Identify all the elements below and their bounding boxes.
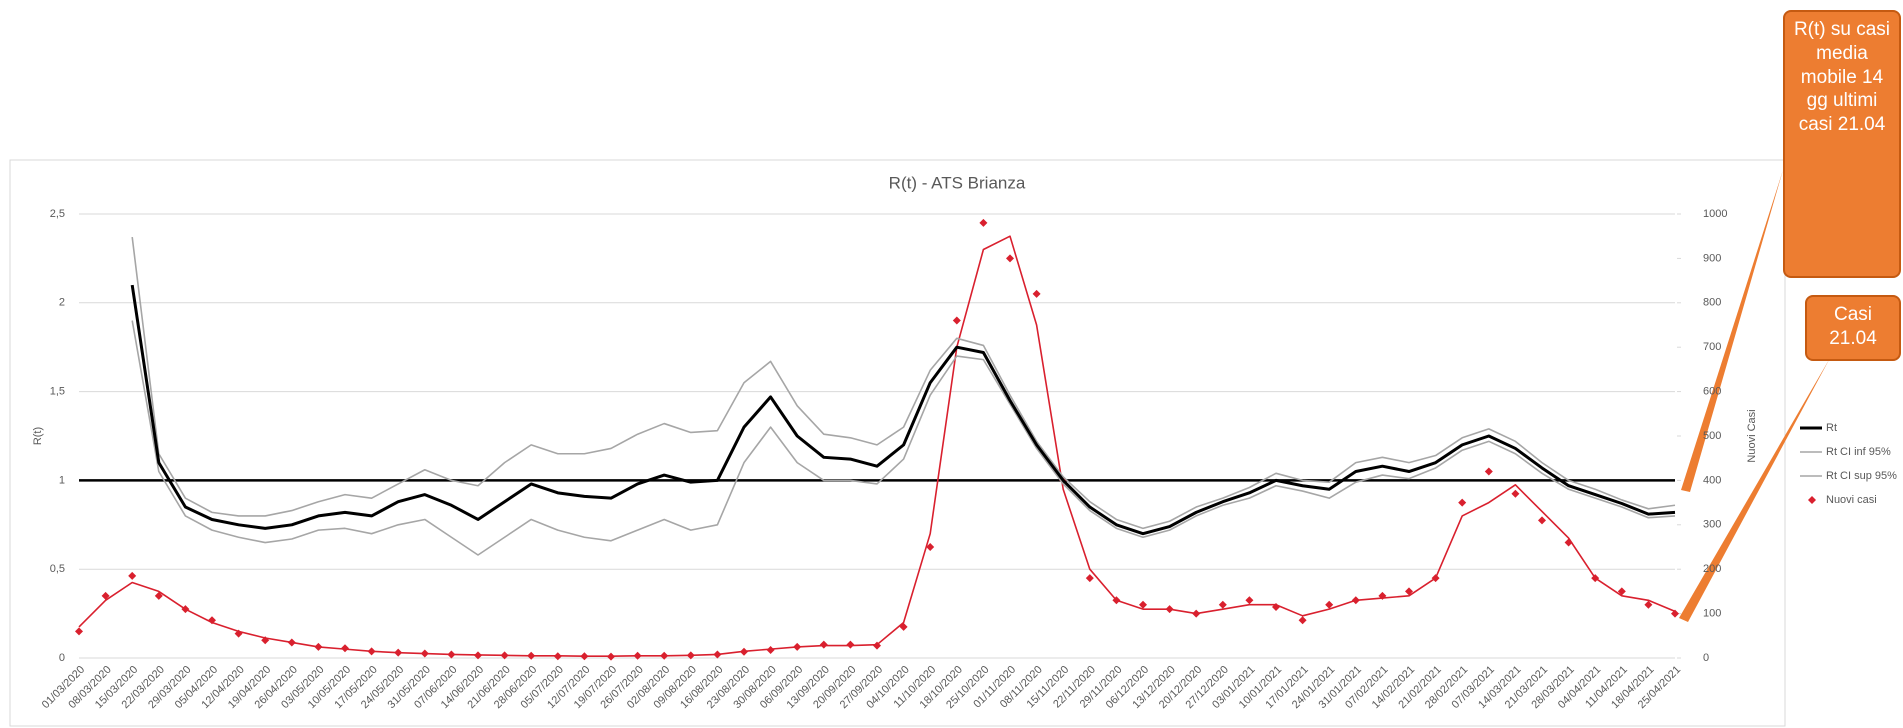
data-point (1564, 538, 1573, 547)
y-tick-label: 2 (59, 297, 65, 309)
data-point (1139, 600, 1147, 609)
data-point (1165, 605, 1174, 614)
callout-arrow (1679, 358, 1830, 622)
data-point (686, 651, 695, 660)
y2-tick-label: 900 (1703, 252, 1721, 264)
y2-tick-label: 300 (1703, 519, 1721, 531)
y-tick-label: 1,5 (50, 386, 65, 398)
data-point (1351, 596, 1360, 605)
data-point (607, 652, 615, 661)
data-point (1591, 574, 1600, 583)
data-point (527, 651, 536, 660)
callout-arrow (1681, 170, 1783, 492)
data-point (154, 591, 163, 600)
data-point (660, 651, 669, 660)
y-tick-label: 2,5 (50, 208, 65, 220)
data-point (75, 627, 83, 636)
data-point (766, 646, 775, 655)
callout-box: R(t) su casi media mobile 14 gg ultimi c… (1783, 10, 1901, 278)
y2-tick-label: 600 (1703, 386, 1721, 398)
data-point (979, 218, 988, 227)
data-point (793, 642, 802, 651)
line-series (131, 236, 1676, 530)
data-point (1378, 591, 1387, 600)
data-point (819, 640, 828, 649)
y2-tick-label: 700 (1703, 341, 1721, 353)
data-point (181, 605, 190, 614)
data-point (1245, 596, 1254, 605)
data-point (128, 571, 137, 580)
data-point (447, 650, 456, 659)
data-point (1192, 609, 1201, 618)
data-point (341, 644, 349, 653)
chart-title: R(t) - ATS Brianza (889, 173, 1026, 192)
y2-tick-label: 0 (1703, 652, 1709, 664)
data-point (394, 648, 403, 657)
legend-label: Rt (1826, 422, 1837, 434)
y2-tick-label: 1000 (1703, 208, 1727, 220)
y2-tick-label: 200 (1703, 563, 1721, 575)
data-point (234, 629, 243, 638)
data-point (740, 647, 748, 656)
line-series (131, 320, 1676, 556)
data-point (899, 622, 908, 631)
data-point (1405, 587, 1413, 596)
data-point (314, 642, 323, 651)
data-point (952, 316, 961, 325)
data-point (101, 591, 110, 600)
data-point (873, 641, 881, 650)
data-point (1006, 254, 1014, 263)
y2-tick-label: 100 (1703, 608, 1721, 620)
y-axis-title: R(t) (32, 427, 44, 445)
data-point (1644, 600, 1653, 609)
data-point (1085, 574, 1094, 583)
data-point (367, 647, 376, 656)
data-point (1112, 596, 1121, 605)
data-point (1538, 516, 1546, 525)
line-series (130, 284, 1676, 536)
data-point (261, 636, 270, 645)
data-point (553, 652, 562, 661)
data-point (846, 640, 855, 649)
data-point (1325, 600, 1334, 609)
data-point (926, 543, 935, 551)
data-point (580, 652, 589, 661)
legend-label: Rt CI sup 95% (1826, 470, 1897, 482)
data-point (633, 651, 642, 660)
y2-tick-label: 400 (1703, 474, 1721, 486)
data-point (474, 651, 482, 660)
y-tick-label: 0,5 (50, 563, 65, 575)
data-point (1218, 600, 1227, 609)
y-tick-label: 0 (59, 652, 65, 664)
data-point (1272, 602, 1280, 611)
data-point (1671, 609, 1679, 618)
y2-tick-label: 800 (1703, 297, 1721, 309)
data-point (1511, 489, 1520, 498)
y2-tick-label: 500 (1703, 430, 1721, 442)
data-point (1484, 467, 1493, 476)
data-point (713, 650, 722, 659)
y2-axis-title: Nuovi Casi (1746, 409, 1758, 462)
callout-box: Casi 21.04 (1805, 295, 1901, 361)
data-point (1617, 587, 1626, 596)
data-point (420, 649, 429, 658)
data-point (1032, 289, 1041, 298)
legend-marker (1808, 496, 1816, 504)
data-point (208, 616, 216, 625)
data-point (287, 638, 296, 647)
legend-label: Rt CI inf 95% (1826, 446, 1891, 458)
y-tick-label: 1 (59, 474, 65, 486)
data-point (1458, 498, 1467, 507)
data-point (1431, 574, 1440, 583)
legend-label: Nuovi casi (1826, 494, 1877, 506)
chart-frame (9, 159, 1786, 727)
data-point (1298, 616, 1307, 625)
data-point (500, 651, 509, 660)
